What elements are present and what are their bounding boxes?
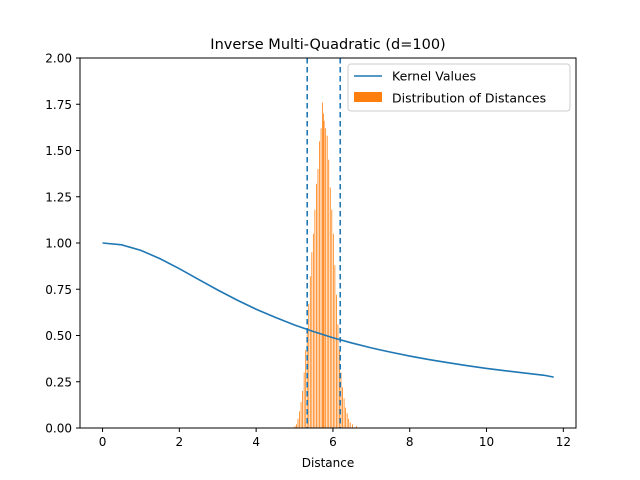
y-tick-label: 2.00 <box>45 52 72 66</box>
chart-title: Inverse Multi-Quadratic (d=100) <box>210 37 445 53</box>
histogram-bar <box>329 187 331 428</box>
legend-label-kernel: Kernel Values <box>392 69 476 84</box>
plot-marks <box>102 58 554 428</box>
histogram-bar <box>334 265 336 428</box>
x-tick-label: 10 <box>479 435 494 449</box>
y-tick-label: 1.00 <box>45 237 72 251</box>
legend-bar-swatch <box>354 92 382 102</box>
y-tick-label: 1.50 <box>45 144 72 158</box>
histogram-bar <box>345 407 347 428</box>
y-tick-label: 0.75 <box>45 283 72 297</box>
histogram-bar <box>339 350 340 428</box>
histogram-bar <box>346 413 348 428</box>
histogram-bar <box>300 402 302 428</box>
histogram-bar <box>308 304 310 428</box>
histogram-bar <box>309 276 311 428</box>
x-tick-label: 6 <box>329 435 337 449</box>
histogram-bar <box>311 252 313 428</box>
x-tick-label: 4 <box>252 435 260 449</box>
y-tick-label: 1.25 <box>45 190 72 204</box>
histogram-bar <box>314 209 316 428</box>
x-tick-label: 8 <box>406 435 414 449</box>
histogram-bar <box>331 209 333 428</box>
plot-area <box>102 58 554 428</box>
y-tick-label: 0.50 <box>45 329 72 343</box>
legend-box <box>347 63 571 112</box>
histogram-bar <box>299 411 300 428</box>
histogram-bar <box>319 141 320 428</box>
axes: 0 2 4 6 8 10 12 0.00 0.25 0.50 0.75 1.00 1.25 1.50 1.7… <box>45 52 577 449</box>
histogram-bar <box>328 159 330 428</box>
histogram-bar <box>306 329 308 428</box>
histogram-bar <box>337 324 339 428</box>
histogram-bar <box>348 418 350 428</box>
histogram-bar <box>349 422 351 428</box>
histogram-bar <box>305 350 307 428</box>
histogram-bar <box>296 424 297 428</box>
histogram-bar <box>322 102 323 428</box>
histogram-bar <box>352 424 353 428</box>
histogram-bar <box>355 426 357 428</box>
histogram-bar <box>303 372 305 428</box>
histogram-bar <box>326 135 328 428</box>
x-axis-label: Distance <box>302 456 354 470</box>
histogram-bar <box>317 169 319 428</box>
kernel-values-line <box>102 242 554 378</box>
histogram-bar <box>336 294 337 428</box>
legend: Kernel Values Distribution of Distances <box>347 63 571 112</box>
x-tick-label: 2 <box>176 435 184 449</box>
histogram-bar <box>297 418 299 428</box>
histogram-bar <box>323 120 325 428</box>
x-tick-label: 12 <box>556 435 571 449</box>
histogram-bar <box>332 233 334 428</box>
histogram-bar <box>325 128 327 428</box>
histogram-bar <box>322 113 324 428</box>
y-tick-label: 0.25 <box>45 375 72 389</box>
y-tick-label: 1.75 <box>45 98 72 112</box>
histogram-bar <box>343 398 345 428</box>
legend-label-distribution: Distribution of Distances <box>392 91 546 106</box>
histogram-bar <box>294 426 296 428</box>
y-tick-label: 0.00 <box>45 422 72 436</box>
x-tick-label: 0 <box>99 435 107 449</box>
histogram-bar <box>320 128 322 428</box>
axes-frame <box>79 57 577 429</box>
histogram-bar <box>302 391 304 428</box>
histogram-bar <box>316 183 317 428</box>
histogram-bar <box>342 387 343 428</box>
